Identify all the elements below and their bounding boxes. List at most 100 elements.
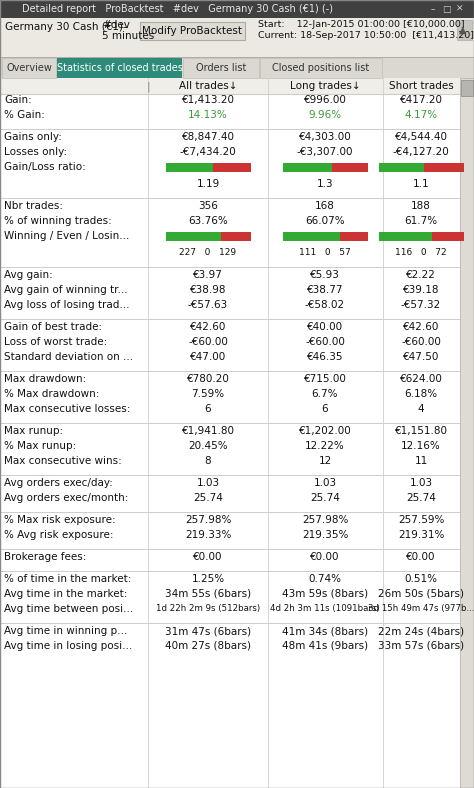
Text: Nbr trades:: Nbr trades: <box>4 201 63 211</box>
Text: -€60.00: -€60.00 <box>305 337 345 347</box>
Bar <box>460 78 474 788</box>
Text: Avg time in winning p...: Avg time in winning p... <box>4 626 127 636</box>
Text: €1,202.00: €1,202.00 <box>299 426 351 436</box>
Text: 22m 24s (4bars): 22m 24s (4bars) <box>378 626 464 636</box>
Bar <box>0 18 1 58</box>
Text: €5.93: €5.93 <box>310 270 340 280</box>
Text: €3.97: €3.97 <box>193 270 223 280</box>
Text: #dev: #dev <box>102 20 130 30</box>
Text: % Gain:: % Gain: <box>4 110 45 120</box>
Text: Overview: Overview <box>6 63 52 73</box>
Text: 26m 50s (5bars): 26m 50s (5bars) <box>378 589 464 599</box>
Text: -€58.02: -€58.02 <box>305 300 345 310</box>
Text: 219.35%: 219.35% <box>302 530 348 540</box>
Text: Max runup:: Max runup: <box>4 426 63 436</box>
Text: €46.35: €46.35 <box>307 352 343 362</box>
Text: Long trades↓: Long trades↓ <box>290 81 360 91</box>
Text: Detailed report   ProBacktest   #dev   Germany 30 Cash (€1) (-): Detailed report ProBacktest #dev Germany… <box>22 4 333 14</box>
Text: 168: 168 <box>315 201 335 211</box>
Bar <box>383 78 384 788</box>
Text: 25.74: 25.74 <box>406 493 436 503</box>
Text: 116   0   72: 116 0 72 <box>395 248 447 257</box>
Text: 34m 55s (6bars): 34m 55s (6bars) <box>165 589 251 599</box>
Bar <box>0 18 474 58</box>
Text: Modify ProBacktest: Modify ProBacktest <box>142 26 242 36</box>
Text: Avg loss of losing trad...: Avg loss of losing trad... <box>4 300 129 310</box>
Text: €0.00: €0.00 <box>310 552 340 562</box>
Text: 0.51%: 0.51% <box>404 574 438 584</box>
Bar <box>0 57 474 58</box>
Text: Statistics of closed trades: Statistics of closed trades <box>56 63 182 73</box>
Text: €4,303.00: €4,303.00 <box>299 132 351 142</box>
Text: 257.59%: 257.59% <box>398 515 444 525</box>
Text: 11: 11 <box>414 456 428 466</box>
Text: €39.18: €39.18 <box>403 285 439 295</box>
Text: 111   0   57: 111 0 57 <box>299 248 351 257</box>
Text: 6.18%: 6.18% <box>404 389 438 399</box>
Text: 5 minutes: 5 minutes <box>102 31 154 41</box>
Text: 12.22%: 12.22% <box>305 441 345 451</box>
Bar <box>461 80 473 96</box>
Text: Gain/Loss ratio:: Gain/Loss ratio: <box>4 162 86 172</box>
Bar <box>432 232 464 241</box>
Text: €0.00: €0.00 <box>193 552 223 562</box>
Text: ▲: ▲ <box>459 25 466 35</box>
Text: % Max drawdown:: % Max drawdown: <box>4 389 100 399</box>
Text: Loss of worst trade:: Loss of worst trade: <box>4 337 107 347</box>
Text: Avg orders exec/day:: Avg orders exec/day: <box>4 478 113 488</box>
Text: 257.98%: 257.98% <box>185 515 231 525</box>
Text: -€7,434.20: -€7,434.20 <box>180 147 237 157</box>
Text: Avg orders exec/month:: Avg orders exec/month: <box>4 493 128 503</box>
Text: €40.00: €40.00 <box>307 322 343 332</box>
Text: €780.20: €780.20 <box>187 374 229 384</box>
Text: Brokerage fees:: Brokerage fees: <box>4 552 86 562</box>
Text: ✕: ✕ <box>456 5 464 13</box>
Text: 227   0   129: 227 0 129 <box>180 248 237 257</box>
Text: 4: 4 <box>418 404 424 414</box>
Text: Standard deviation on ...: Standard deviation on ... <box>4 352 133 362</box>
Text: |: | <box>146 81 150 91</box>
Text: 14.13%: 14.13% <box>188 110 228 120</box>
Text: 4.17%: 4.17% <box>404 110 438 120</box>
Text: 1.19: 1.19 <box>196 179 219 189</box>
Text: Start:    12-Jan-2015 01:00:00 [€10,000.00]: Start: 12-Jan-2015 01:00:00 [€10,000.00] <box>258 20 465 29</box>
Text: 12: 12 <box>319 456 332 466</box>
Text: €1,413.20: €1,413.20 <box>182 95 235 105</box>
Text: 219.33%: 219.33% <box>185 530 231 540</box>
Text: 40m 27s (8bars): 40m 27s (8bars) <box>165 641 251 651</box>
Text: 61.7%: 61.7% <box>404 216 438 226</box>
Text: €715.00: €715.00 <box>303 374 346 384</box>
Bar <box>260 58 382 78</box>
Text: 3d 15h 49m 47s (977b...: 3d 15h 49m 47s (977b... <box>368 604 474 613</box>
Text: –: – <box>428 5 438 13</box>
Bar <box>0 78 460 94</box>
Text: -€57.63: -€57.63 <box>188 300 228 310</box>
Text: Gain of best trade:: Gain of best trade: <box>4 322 102 332</box>
Text: €417.20: €417.20 <box>400 95 443 105</box>
Text: Avg time in the market:: Avg time in the market: <box>4 589 128 599</box>
Text: 1.1: 1.1 <box>413 179 429 189</box>
Text: Avg time in losing posi...: Avg time in losing posi... <box>4 641 132 651</box>
Text: 1d 22h 2m 9s (512bars): 1d 22h 2m 9s (512bars) <box>156 604 260 613</box>
Text: 20.45%: 20.45% <box>188 441 228 451</box>
Bar <box>283 232 368 241</box>
Text: 1.03: 1.03 <box>410 478 433 488</box>
Bar <box>221 232 251 241</box>
Text: Germany 30 Cash (€1)–: Germany 30 Cash (€1)– <box>5 22 128 32</box>
Text: % Max risk exposure:: % Max risk exposure: <box>4 515 116 525</box>
Text: €42.60: €42.60 <box>190 322 226 332</box>
Text: Avg time between posi...: Avg time between posi... <box>4 604 133 614</box>
Text: Winning / Even / Losin...: Winning / Even / Losin... <box>4 231 129 241</box>
Text: 66.07%: 66.07% <box>305 216 345 226</box>
Bar <box>2 58 56 78</box>
Text: €0.00: €0.00 <box>406 552 436 562</box>
Text: -€3,307.00: -€3,307.00 <box>297 147 353 157</box>
Text: 6: 6 <box>322 404 328 414</box>
Text: 8: 8 <box>205 456 211 466</box>
Text: 188: 188 <box>411 201 431 211</box>
Text: -€57.32: -€57.32 <box>401 300 441 310</box>
Text: 219.31%: 219.31% <box>398 530 444 540</box>
Text: €47.00: €47.00 <box>190 352 226 362</box>
Bar <box>213 163 251 172</box>
Bar <box>140 22 245 40</box>
